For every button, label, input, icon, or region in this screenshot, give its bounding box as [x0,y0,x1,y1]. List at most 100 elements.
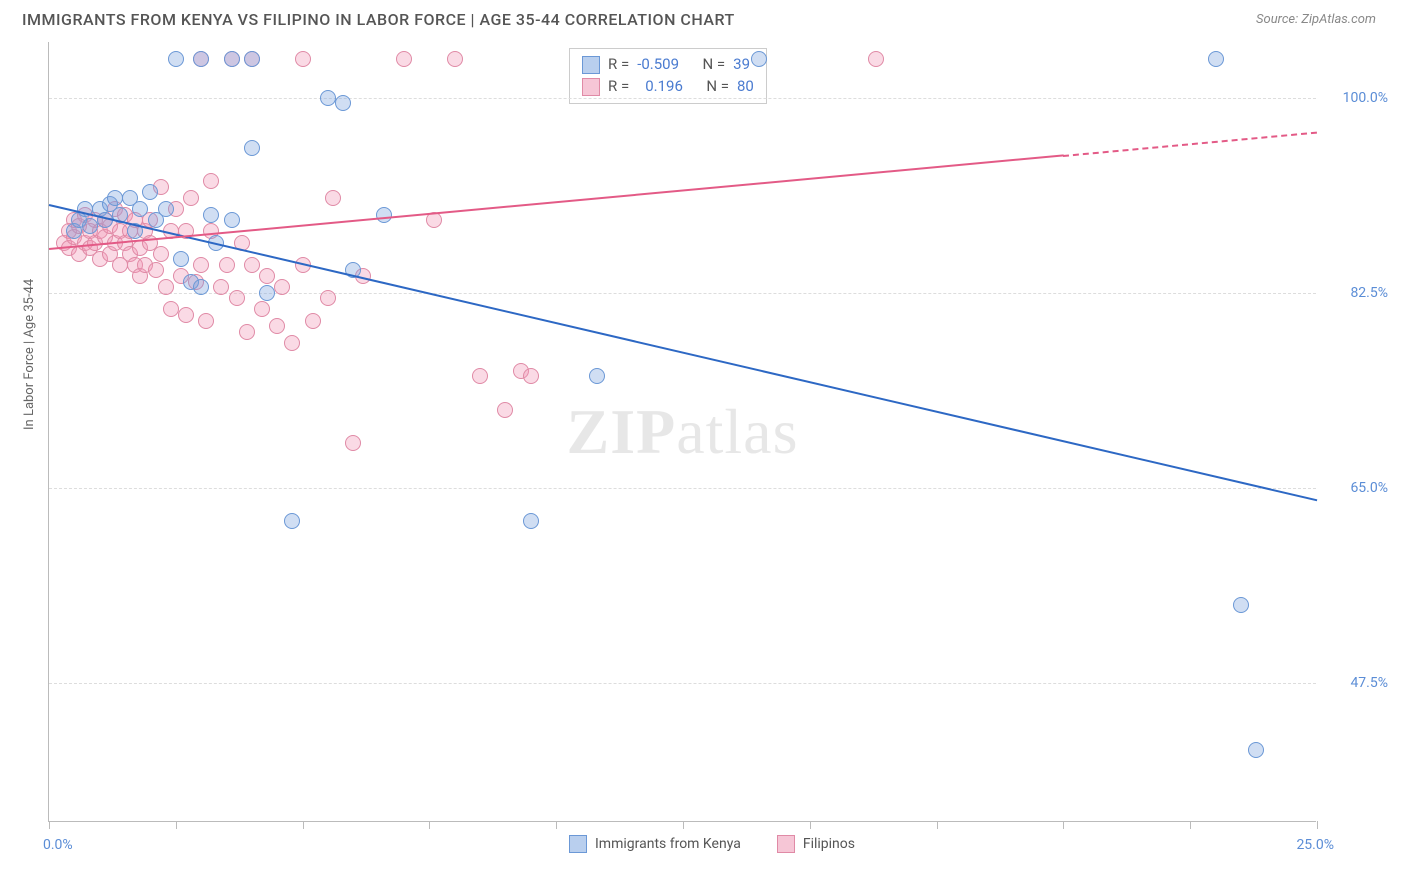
data-point-kenya [193,51,209,67]
data-point-kenya [132,201,148,217]
r-value-filipino: 0.196 [637,76,683,98]
data-point-filipino [244,257,260,273]
data-point-kenya [224,212,240,228]
data-point-filipino [239,324,255,340]
data-point-filipino [325,190,341,206]
regression-line [49,204,1317,501]
chart-title: IMMIGRANTS FROM KENYA VS FILIPINO IN LAB… [22,10,735,29]
data-point-filipino [213,279,229,295]
data-point-kenya [1248,742,1264,758]
data-point-filipino [305,313,321,329]
y-tick-label: 82.5% [1350,285,1388,301]
data-point-kenya [320,90,336,106]
data-point-filipino [163,301,179,317]
data-point-filipino [178,307,194,323]
x-tick [1190,821,1191,829]
data-point-filipino [472,368,488,384]
data-point-filipino [274,279,290,295]
n-label: N = [702,54,725,76]
legend-item-kenya: Immigrants from Kenya [569,835,741,853]
x-tick [810,821,811,829]
n-value-kenya: 39 [733,54,750,76]
legend-label-filipino: Filipinos [803,836,855,852]
swatch-filipino [582,78,600,96]
regression-line [49,155,1064,251]
source-label: Source: ZipAtlas.com [1256,12,1376,27]
chart-header: IMMIGRANTS FROM KENYA VS FILIPINO IN LAB… [0,0,1406,35]
legend-row-kenya: R = -0.509 N = 39 [582,54,754,76]
data-point-filipino [396,51,412,67]
data-point-kenya [751,51,767,67]
gridline-h [49,683,1316,684]
data-point-filipino [193,257,209,273]
y-axis-label: In Labor Force | Age 35-44 [22,279,37,430]
x-tick [303,821,304,829]
data-point-filipino [219,257,235,273]
plot-region: ZIPatlas R = -0.509 N = 39 R = 0.196 N =… [48,42,1316,822]
x-tick [1317,821,1318,829]
swatch-filipino-icon [777,835,795,853]
legend-label-kenya: Immigrants from Kenya [595,836,741,852]
r-label: R = [608,54,629,76]
watermark-zip: ZIP [567,396,677,467]
x-tick [937,821,938,829]
series-legend: Immigrants from Kenya Filipinos [569,835,855,853]
regression-line [1063,131,1317,156]
data-point-filipino [148,262,164,278]
x-tick [683,821,684,829]
watermark-atlas: atlas [676,396,798,467]
data-point-filipino [523,368,539,384]
data-point-filipino [203,173,219,189]
x-axis-max-label: 25.0% [1296,837,1334,853]
data-point-kenya [158,201,174,217]
data-point-filipino [284,335,300,351]
data-point-filipino [183,190,199,206]
watermark: ZIPatlas [567,395,799,469]
data-point-kenya [1233,597,1249,613]
data-point-kenya [193,279,209,295]
data-point-kenya [107,190,123,206]
data-point-kenya [82,218,98,234]
data-point-filipino [158,279,174,295]
n-label: N = [706,76,729,98]
data-point-filipino [259,268,275,284]
data-point-filipino [345,435,361,451]
data-point-filipino [497,402,513,418]
data-point-kenya [224,51,240,67]
legend-row-filipino: R = 0.196 N = 80 [582,76,754,98]
x-tick [176,821,177,829]
x-tick [49,821,50,829]
data-point-kenya [523,513,539,529]
data-point-kenya [335,95,351,111]
data-point-kenya [259,285,275,301]
data-point-filipino [254,301,270,317]
data-point-kenya [1208,51,1224,67]
legend-item-filipino: Filipinos [777,835,855,853]
data-point-kenya [376,207,392,223]
r-label: R = [608,76,629,98]
correlation-legend: R = -0.509 N = 39 R = 0.196 N = 80 [569,48,767,104]
data-point-kenya [244,140,260,156]
data-point-filipino [153,246,169,262]
y-tick-label: 47.5% [1350,675,1388,691]
gridline-h [49,488,1316,489]
data-point-filipino [198,313,214,329]
data-point-kenya [168,51,184,67]
n-value-filipino: 80 [737,76,754,98]
x-axis-min-label: 0.0% [43,837,73,853]
data-point-kenya [589,368,605,384]
x-tick [429,821,430,829]
data-point-kenya [173,251,189,267]
data-point-filipino [229,290,245,306]
data-point-kenya [244,51,260,67]
data-point-kenya [203,207,219,223]
data-point-filipino [447,51,463,67]
chart-area: ZIPatlas R = -0.509 N = 39 R = 0.196 N =… [48,42,1316,822]
r-value-kenya: -0.509 [637,54,679,76]
y-tick-label: 100.0% [1343,90,1388,106]
data-point-filipino [868,51,884,67]
x-tick [1063,821,1064,829]
swatch-kenya-icon [569,835,587,853]
data-point-kenya [142,184,158,200]
x-tick [556,821,557,829]
